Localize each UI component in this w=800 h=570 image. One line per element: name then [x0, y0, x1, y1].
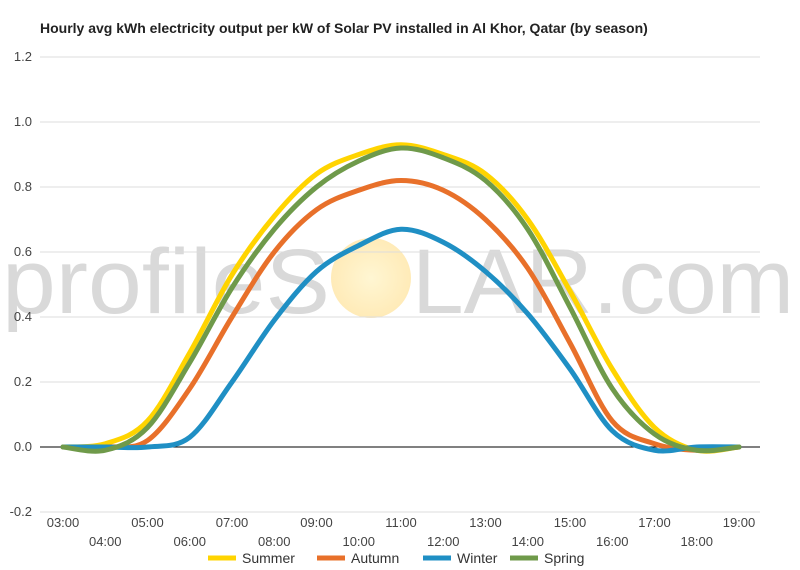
y-tick-label: 0.0: [14, 439, 32, 454]
x-tick-label: 11:00: [385, 515, 417, 530]
series-line-summer: [60, 142, 742, 454]
legend-label-spring: Spring: [544, 550, 584, 566]
x-tick-label: 13:00: [469, 515, 502, 530]
x-tick-label: 08:00: [258, 534, 291, 549]
y-tick-label: 1.2: [14, 49, 32, 64]
x-tick-label: 16:00: [596, 534, 629, 549]
legend: Summer Autumn Winter Spring: [208, 550, 584, 566]
series-lines: [60, 142, 742, 454]
y-axis-ticks: -0.2 0.0 0.2 0.4 0.6 0.8 1.0 1.2: [10, 49, 32, 519]
x-tick-label: 06:00: [173, 534, 206, 549]
y-tick-label: 0.2: [14, 374, 32, 389]
watermark-text-right: LAR.com: [412, 231, 794, 333]
x-tick-label: 10:00: [342, 534, 375, 549]
chart-title: Hourly avg kWh electricity output per kW…: [40, 20, 648, 36]
x-tick-label: 09:00: [300, 515, 333, 530]
series-line-autumn: [60, 178, 742, 453]
legend-label-summer: Summer: [242, 550, 295, 566]
x-tick-label: 04:00: [89, 534, 122, 549]
legend-label-winter: Winter: [457, 550, 498, 566]
y-tick-label: -0.2: [10, 504, 32, 519]
x-tick-label: 05:00: [131, 515, 164, 530]
series-line-spring: [60, 145, 742, 454]
x-tick-label: 12:00: [427, 534, 460, 549]
x-tick-label: 19:00: [723, 515, 756, 530]
x-tick-label: 07:00: [216, 515, 249, 530]
x-tick-label: 17:00: [638, 515, 671, 530]
watermark: profileS LAR.com: [2, 231, 794, 333]
x-tick-label: 15:00: [554, 515, 587, 530]
x-axis-ticks: 03:00 04:00 05:00 06:00 07:00 08:00 09:00 10:00…: [47, 515, 756, 549]
series-line-winter: [60, 226, 742, 454]
x-tick-label: 18:00: [680, 534, 713, 549]
y-tick-label: 0.8: [14, 179, 32, 194]
watermark-sun-icon: [331, 238, 411, 318]
y-tick-label: 0.6: [14, 244, 32, 259]
y-tick-label: 1.0: [14, 114, 32, 129]
legend-label-autumn: Autumn: [351, 550, 399, 566]
x-tick-label: 14:00: [511, 534, 544, 549]
y-tick-label: 0.4: [14, 309, 32, 324]
x-tick-label: 03:00: [47, 515, 80, 530]
